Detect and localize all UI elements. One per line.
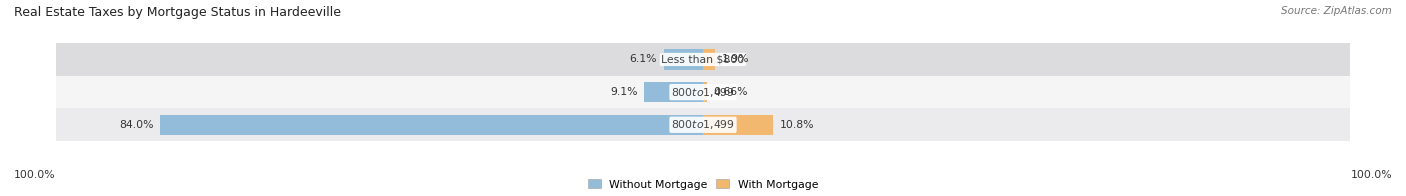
Bar (644, 82, 703, 102)
Text: Real Estate Taxes by Mortgage Status in Hardeeville: Real Estate Taxes by Mortgage Status in … (14, 6, 342, 19)
Bar (703, 49, 716, 70)
Text: 0.66%: 0.66% (714, 87, 748, 97)
Text: $800 to $1,499: $800 to $1,499 (671, 118, 735, 131)
Bar (56, 76, 1350, 108)
Bar (664, 49, 703, 70)
Text: 10.8%: 10.8% (779, 120, 814, 130)
Text: Source: ZipAtlas.com: Source: ZipAtlas.com (1281, 6, 1392, 16)
Text: Less than $800: Less than $800 (661, 54, 745, 64)
Text: 84.0%: 84.0% (118, 120, 153, 130)
Text: 6.1%: 6.1% (630, 54, 657, 64)
Text: 100.0%: 100.0% (1350, 170, 1392, 180)
Bar (56, 108, 1350, 141)
Text: $800 to $1,499: $800 to $1,499 (671, 86, 735, 99)
Bar (703, 115, 773, 135)
Bar (56, 43, 1350, 76)
Bar (160, 115, 703, 135)
Bar (703, 82, 707, 102)
Text: 1.9%: 1.9% (721, 54, 749, 64)
Legend: Without Mortgage, With Mortgage: Without Mortgage, With Mortgage (588, 179, 818, 190)
Text: 100.0%: 100.0% (14, 170, 56, 180)
Text: 9.1%: 9.1% (610, 87, 638, 97)
